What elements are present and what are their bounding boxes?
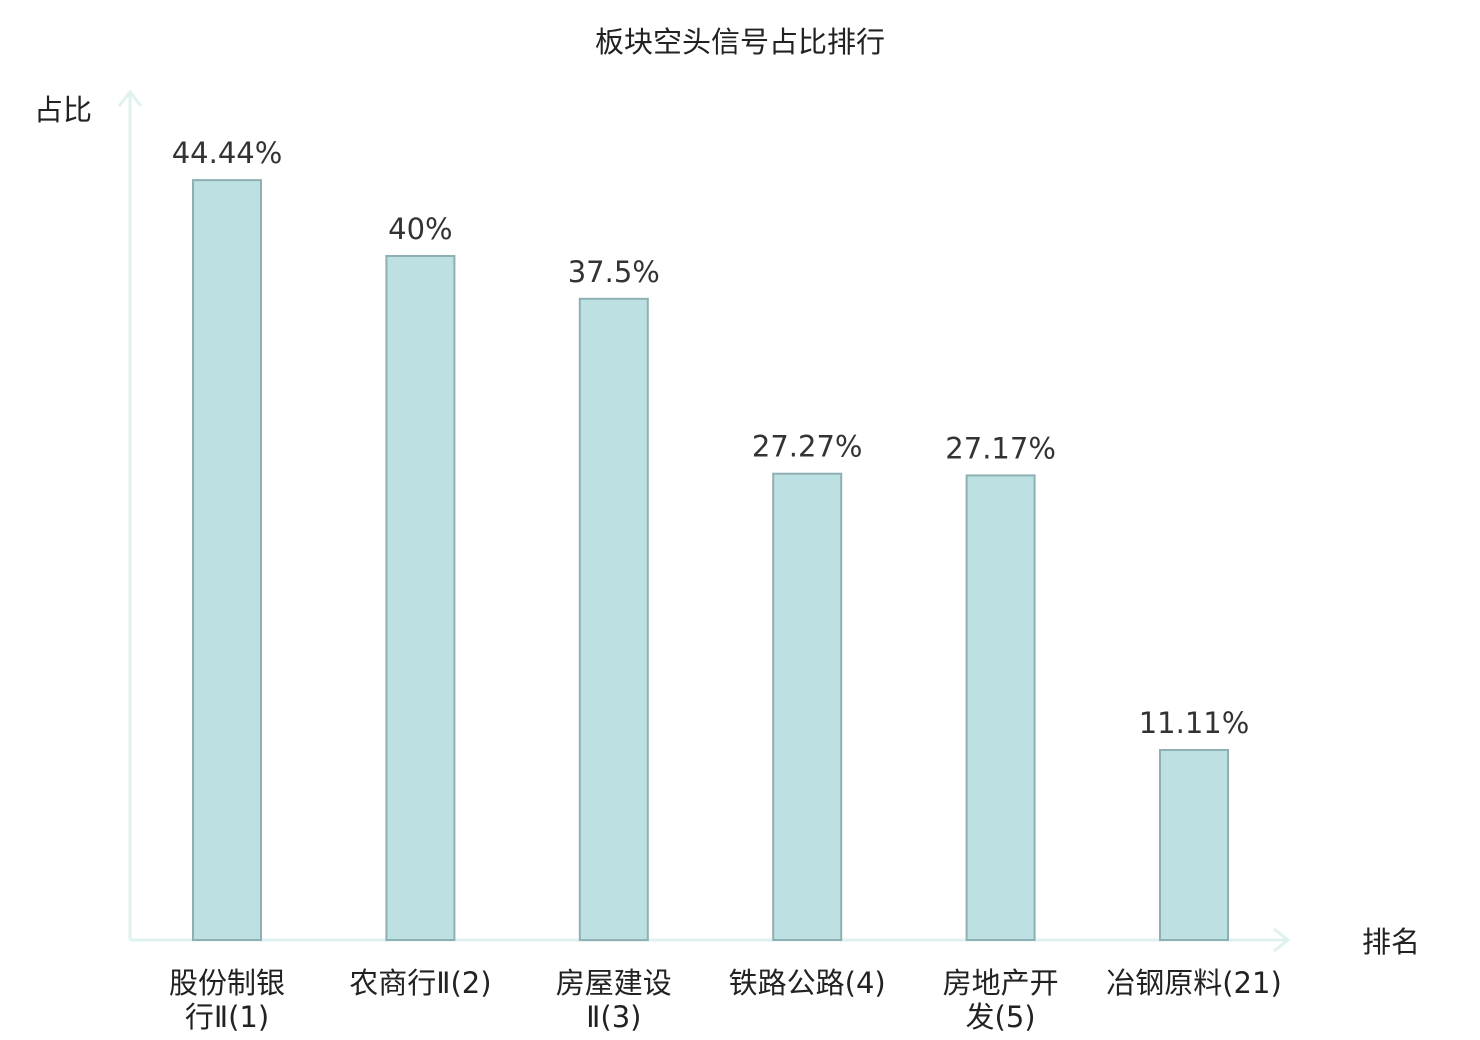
bar-1 xyxy=(192,179,262,942)
data-label-3: 37.5% xyxy=(568,255,660,289)
data-label-4: 27.27% xyxy=(752,430,863,464)
data-label-group: 44.44% 40% 37.5% 27.27% 27.17% 11.11% xyxy=(172,136,1250,740)
chart-title: 板块空头信号占比排行 xyxy=(595,25,885,59)
y-axis-label: 占比 xyxy=(34,93,92,127)
data-label-6: 11.11% xyxy=(1139,706,1250,740)
bar-4 xyxy=(772,472,843,941)
x-axis-label: 排名 xyxy=(1362,925,1420,959)
data-label-5: 27.17% xyxy=(945,431,1056,465)
bar-5 xyxy=(965,474,1036,941)
category-label-3: 房屋建设 Ⅱ(3) xyxy=(556,966,672,1034)
category-label-group: 股份制银行Ⅱ(1) 农商行Ⅱ(2) 房屋建设 Ⅱ(3) 铁路公路(4) 房地产开发(5) 冶… xyxy=(169,966,1282,1034)
bar-6 xyxy=(1159,749,1229,941)
bar-group xyxy=(192,179,1229,942)
x-axis-arrow xyxy=(1273,927,1291,953)
data-label-1: 44.44% xyxy=(172,136,283,170)
category-label-5: 房地产开发(5) xyxy=(943,966,1059,1034)
data-label-2: 40% xyxy=(388,212,452,246)
category-label-1: 股份制银行Ⅱ(1) xyxy=(169,966,285,1034)
category-label-6: 冶钢原料(21) xyxy=(1106,966,1282,1000)
bar-3 xyxy=(578,297,649,942)
y-axis-arrow xyxy=(117,89,143,107)
bar-2 xyxy=(385,255,456,941)
category-label-4: 铁路公路(4) xyxy=(729,966,886,1000)
category-label-2: 农商行Ⅱ(2) xyxy=(349,966,491,1000)
